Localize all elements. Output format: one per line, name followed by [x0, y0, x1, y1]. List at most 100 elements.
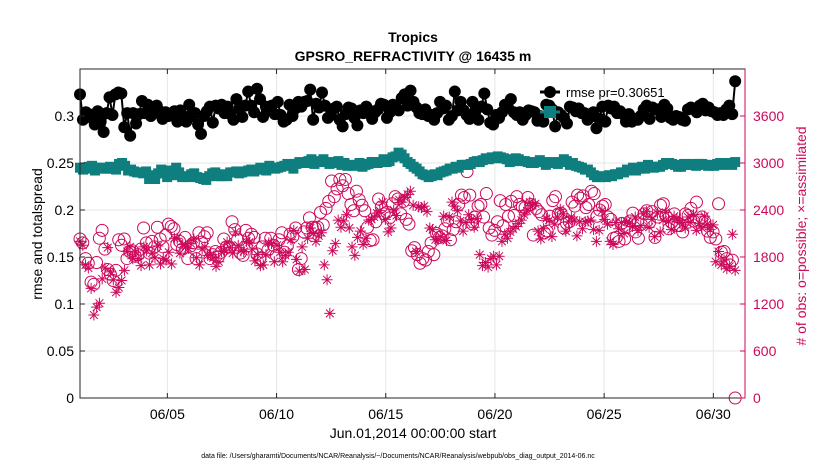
obs-assimilated-point: [474, 249, 486, 261]
y-right-tick-label: 1200: [753, 296, 784, 312]
rmse-point: [230, 93, 243, 106]
obs-possible-point: [300, 221, 314, 235]
totalspread-point: [168, 170, 179, 181]
y-left-axis-label: rmse and totalspread: [29, 168, 45, 300]
obs-assimilated-point: [155, 258, 167, 270]
obs-assimilated-point: [163, 246, 175, 258]
obs-possible-point: [548, 190, 562, 204]
legend-marker-rmse: [544, 86, 556, 98]
obs-assimilated-point: [729, 264, 741, 276]
obs-assimilated-point: [152, 240, 164, 252]
obs-assimilated-point: [551, 211, 563, 223]
obs-assimilated-point: [718, 254, 730, 266]
obs-assimilated-point: [671, 213, 683, 225]
obs-possible-point: [717, 245, 731, 259]
obs-possible-point: [687, 214, 701, 228]
obs-possible-point: [562, 215, 576, 229]
obs-possible-point: [200, 226, 214, 240]
obs-assimilated-point: [382, 226, 394, 238]
obs-assimilated-point: [293, 265, 305, 277]
obs-assimilated-point: [404, 185, 416, 197]
obs-assimilated-point: [596, 205, 608, 217]
obs-possible-point: [391, 192, 405, 206]
obs-assimilated-point: [213, 256, 225, 268]
obs-assimilated-point: [499, 228, 511, 240]
y-left-tick-label: 0.05: [47, 343, 74, 359]
obs-assimilated-point: [310, 235, 322, 247]
obs-possible-point: [471, 199, 485, 213]
rmse-point: [655, 110, 668, 123]
rmse-point: [118, 121, 131, 134]
obs-possible-point: [278, 245, 292, 259]
obs-assimilated-point: [707, 219, 719, 231]
obs-assimilated-point: [368, 211, 380, 223]
obs-possible-point: [228, 223, 242, 237]
rmse-point: [130, 117, 143, 130]
obs-assimilated-point: [529, 198, 541, 210]
x-tick-label: 06/10: [259, 406, 294, 422]
obs-assimilated-point: [590, 235, 602, 247]
obs-assimilated-point: [390, 209, 402, 221]
obs-possible-point: [532, 205, 546, 219]
obs-assimilated-point: [349, 249, 361, 261]
obs-assimilated-point: [563, 216, 575, 228]
obs-assimilated-point: [243, 236, 255, 248]
obs-assimilated-point: [615, 217, 627, 229]
obs-possible-point: [76, 236, 90, 250]
obs-assimilated-point: [124, 241, 136, 253]
y-right-tick-label: 1800: [753, 249, 784, 265]
obs-assimilated-point: [246, 243, 258, 255]
obs-assimilated-point: [316, 227, 328, 239]
obs-assimilated-point: [535, 233, 547, 245]
obs-possible-point: [319, 201, 333, 215]
y-right-tick-label: 2400: [753, 202, 784, 218]
obs-assimilated-point: [699, 210, 711, 222]
obs-assimilated-point: [710, 256, 722, 268]
rmse-point: [316, 86, 329, 99]
obs-possible-point: [507, 208, 521, 222]
ticks: 06/05 06/10 06/15 06/20 06/25 06/30 0 0.05 0.1 0.…: [47, 69, 784, 422]
obs-possible-point: [269, 248, 283, 262]
obs-assimilated-point: [304, 222, 316, 234]
obs-assimilated-point: [588, 224, 600, 236]
legend-label-rmse: rmse pr=0.30651: [566, 85, 665, 100]
obs-assimilated-point: [238, 246, 250, 258]
rmse-point: [478, 87, 491, 100]
series-1: [75, 147, 741, 185]
obs-assimilated-point: [424, 222, 436, 234]
obs-assimilated-point: [116, 275, 128, 286]
obs-assimilated-point: [354, 225, 366, 237]
legend-marker-totalspread: [544, 106, 556, 118]
obs-assimilated-point: [410, 246, 422, 258]
obs-assimilated-point: [227, 247, 239, 259]
obs-assimilated-point: [363, 214, 375, 226]
obs-assimilated-point: [482, 261, 494, 273]
obs-assimilated-point: [110, 286, 122, 298]
obs-possible-point: [521, 190, 535, 204]
obs-assimilated-point: [682, 211, 694, 223]
rmse-point: [124, 129, 137, 142]
obs-assimilated-point: [554, 203, 566, 215]
obs-assimilated-point: [135, 260, 147, 272]
obs-possible-point: [117, 232, 131, 246]
totalspread-point: [730, 157, 741, 168]
obs-assimilated-point: [726, 228, 738, 240]
obs-possible-point: [537, 226, 551, 240]
rmse-point: [206, 116, 219, 129]
obs-possible-point: [618, 232, 632, 246]
obs-assimilated-point: [235, 245, 247, 257]
obs-possible-point: [449, 215, 463, 229]
obs-assimilated-point: [479, 256, 491, 268]
obs-possible-point: [510, 190, 524, 204]
obs-possible-point: [427, 248, 441, 262]
rmse-point: [472, 113, 485, 126]
obs-assimilated-point: [352, 231, 364, 243]
obs-assimilated-point: [321, 274, 333, 286]
obs-assimilated-point: [674, 217, 686, 229]
rmse-point: [97, 125, 110, 138]
rmse-point: [643, 112, 656, 125]
obs-possible-point: [98, 242, 112, 256]
legend: rmse pr=0.30651: [540, 85, 665, 118]
obs-possible-point: [106, 274, 120, 287]
